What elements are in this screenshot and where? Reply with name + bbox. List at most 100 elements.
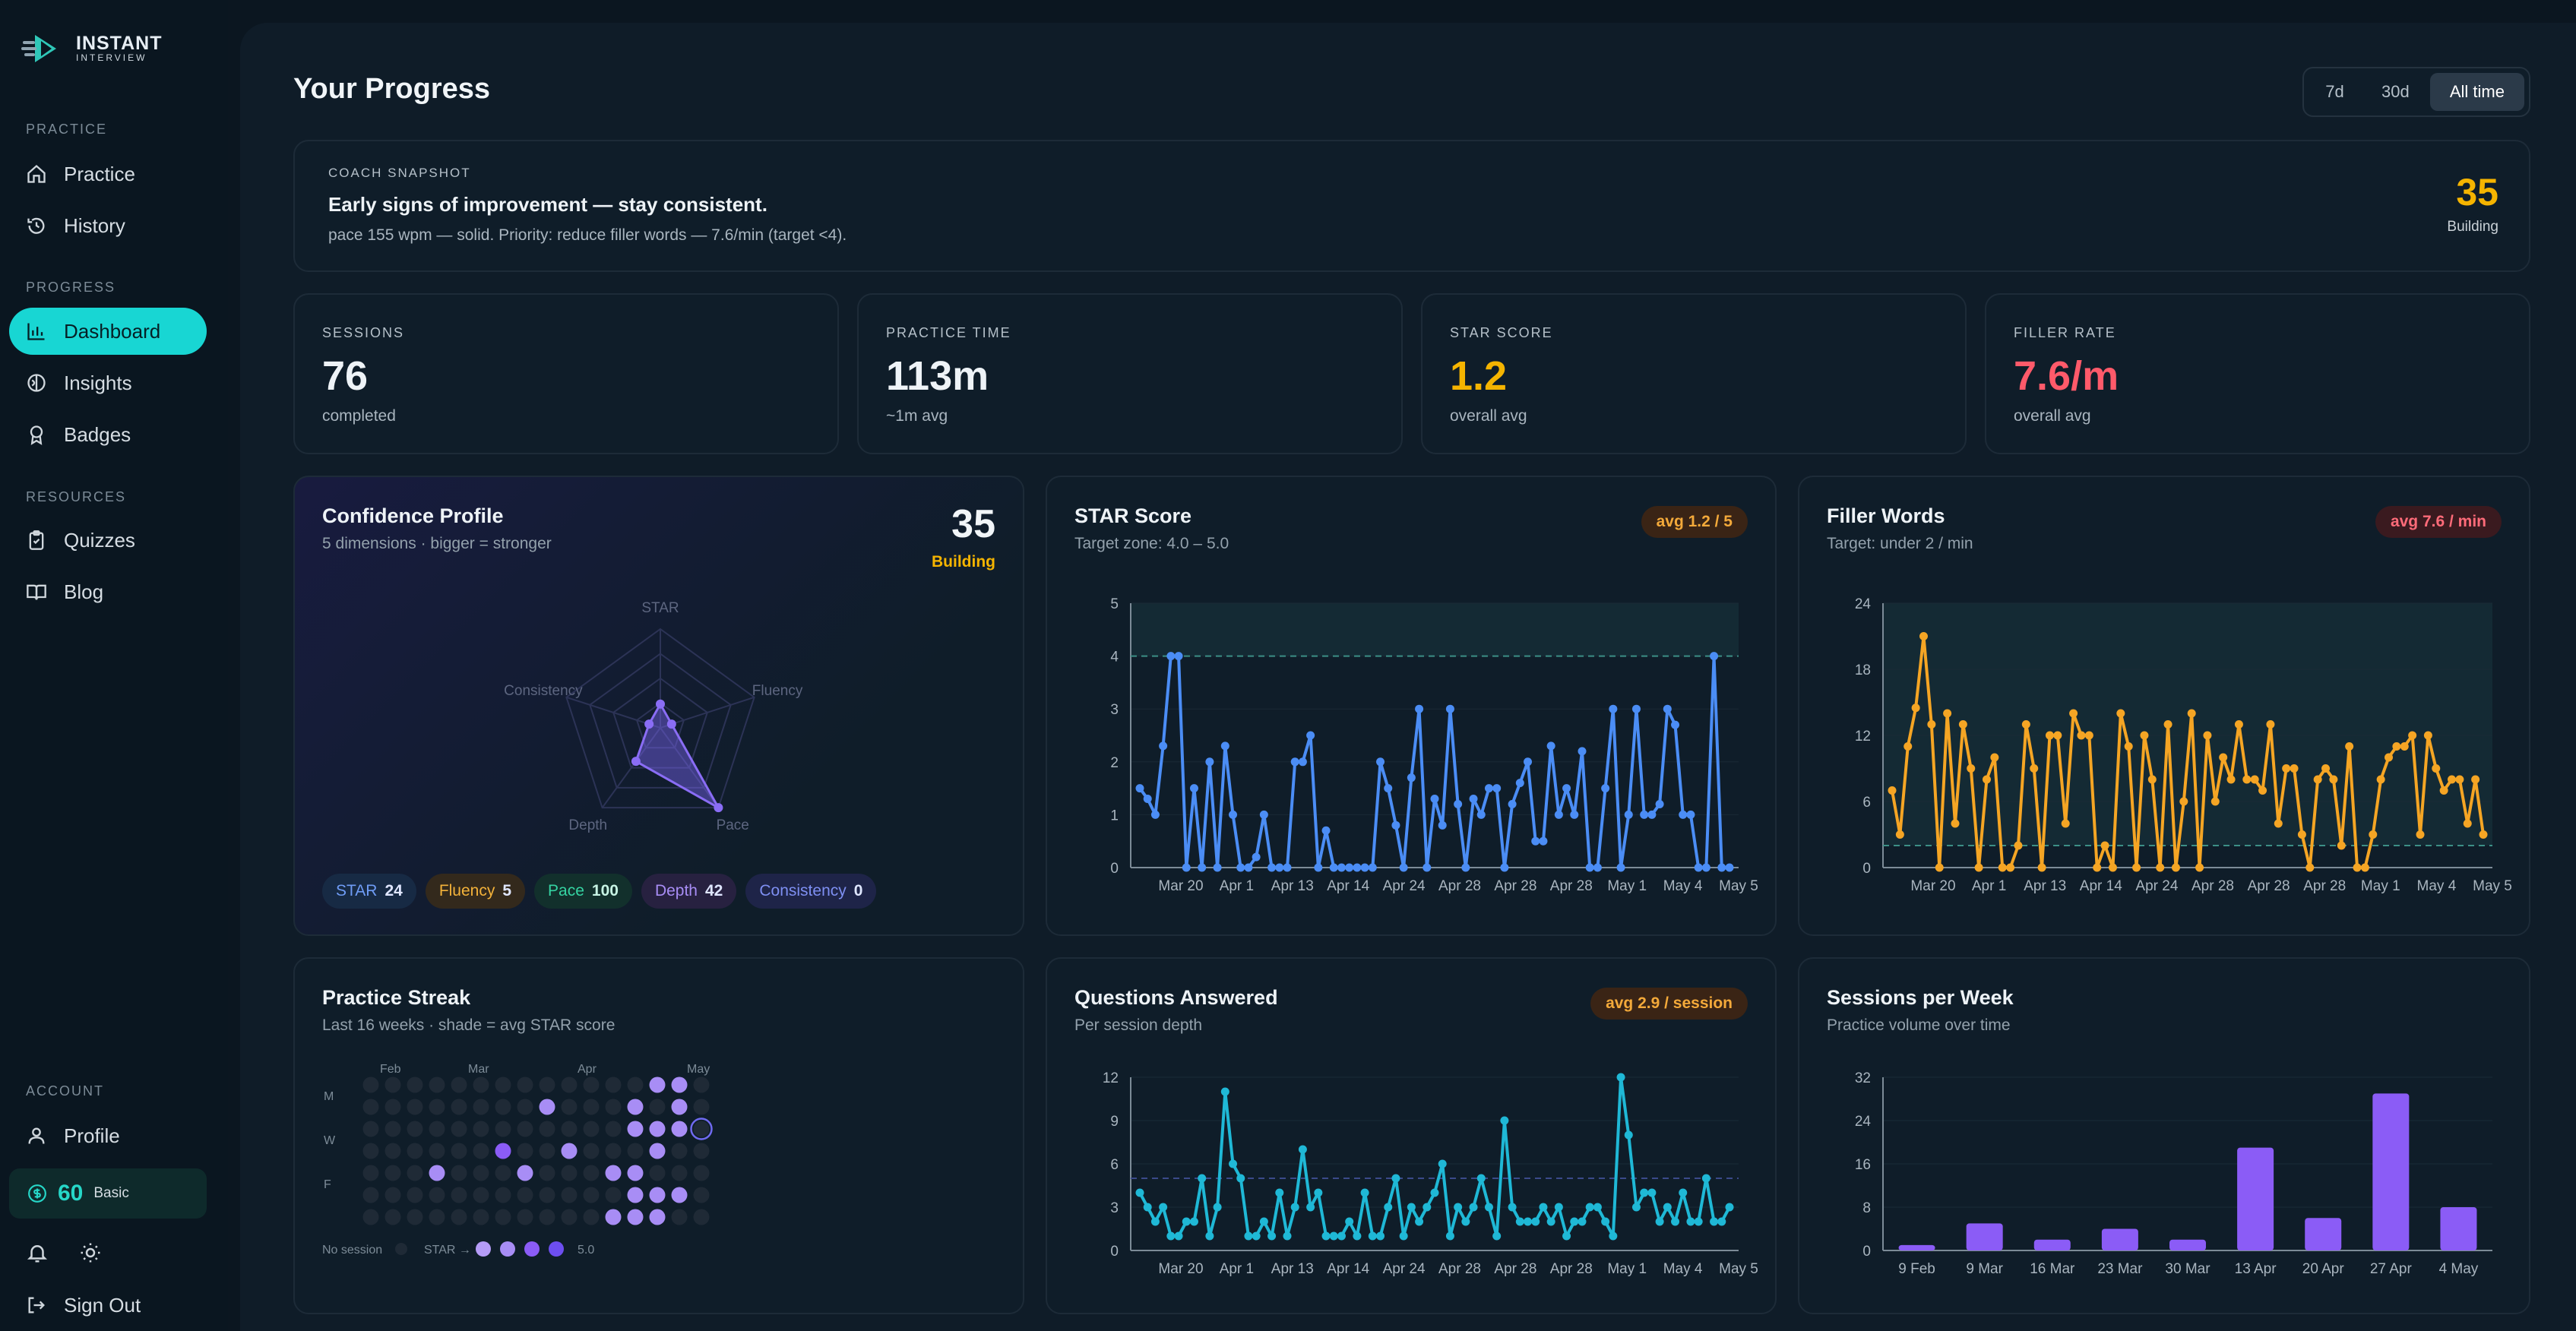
streak-cell: [473, 1187, 489, 1203]
questions-subtitle: Per session depth: [1074, 1016, 1203, 1034]
radar-grid: [589, 653, 732, 789]
sidebar-item-label: Blog: [64, 580, 104, 603]
range-30d[interactable]: 30d: [2381, 82, 2410, 101]
data-point: [1717, 863, 1726, 872]
y-tick-label: 0: [1110, 1244, 1119, 1260]
streak-cell: [605, 1121, 622, 1137]
data-point: [2124, 742, 2133, 751]
sidebar-item-history[interactable]: History: [9, 202, 207, 249]
month-label: May: [687, 1063, 710, 1076]
y-tick-label: 0: [1862, 1244, 1871, 1260]
streak-cell: [451, 1209, 467, 1225]
x-tick-label: 16 Mar: [2030, 1261, 2075, 1277]
data-point: [2274, 819, 2283, 828]
x-tick-label: May 4: [2417, 878, 2457, 894]
x-tick-label: Mar 20: [1158, 878, 1203, 894]
data-point: [1911, 703, 1920, 713]
x-tick-label: Apr 14: [1327, 1261, 1369, 1277]
book-icon: [27, 584, 46, 600]
sidebar-item-label: Practice: [64, 162, 135, 185]
streak-cell: [517, 1209, 533, 1225]
data-point: [1508, 1203, 1517, 1212]
data-point: [1159, 741, 1168, 751]
radar-axis: [660, 696, 755, 729]
sidebar-item-dashboard[interactable]: Dashboard: [9, 308, 207, 355]
credits-badge[interactable]: 60 Basic: [9, 1168, 207, 1219]
data-point: [2140, 731, 2149, 740]
data-point: [1213, 863, 1222, 872]
questions-avg-badge: avg 2.9 / session: [1590, 988, 1748, 1020]
data-point: [2266, 720, 2275, 729]
x-tick-label: Apr 1: [1972, 878, 2006, 894]
data-point: [1384, 784, 1393, 793]
coach-snapshot-card: COACH SNAPSHOT Early signs of improvemen…: [293, 140, 2530, 272]
streak-cell: [385, 1143, 401, 1159]
stat-label: STAR SCORE: [1450, 325, 1553, 340]
sidebar-item-quizzes[interactable]: Quizzes: [9, 517, 207, 564]
brand-logo[interactable]: INSTANT INTERVIEW: [21, 32, 162, 65]
sun-icon[interactable]: [79, 1241, 102, 1264]
streak-cell: [583, 1099, 600, 1115]
streak-cell: [627, 1121, 644, 1137]
sidebar-item-practice[interactable]: Practice: [9, 150, 207, 198]
bell-icon[interactable]: [26, 1241, 49, 1264]
pill-value: 100: [591, 882, 619, 899]
legend-swatch: [476, 1241, 491, 1257]
streak-cell: [451, 1165, 467, 1181]
streak-cell: [429, 1209, 445, 1225]
data-point: [1198, 863, 1207, 872]
x-tick-label: Apr 28: [2303, 878, 2346, 894]
data-point: [2313, 775, 2322, 784]
month-label: Apr: [578, 1063, 597, 1076]
data-point: [1539, 1203, 1548, 1212]
streak-cell: [671, 1076, 688, 1093]
data-point: [2210, 797, 2220, 806]
stat-card: SESSIONS 76 completed: [293, 293, 839, 454]
streak-cell: [517, 1143, 533, 1159]
data-point: [1515, 779, 1524, 788]
pill-name: Pace: [548, 882, 584, 899]
sidebar-item-badges[interactable]: Badges: [9, 411, 207, 458]
streak-cell: [385, 1099, 401, 1115]
data-point: [1640, 810, 1649, 819]
streak-cell: [451, 1099, 467, 1115]
x-tick-label: May 4: [1663, 1261, 1703, 1277]
data-point: [1655, 1217, 1664, 1226]
data-point: [1220, 1087, 1229, 1096]
bar: [2033, 1239, 2071, 1250]
data-point: [1329, 863, 1338, 872]
streak-cell: [693, 1121, 710, 1137]
data-point: [1182, 863, 1191, 872]
data-point: [1415, 704, 1424, 713]
data-point: [1679, 1188, 1688, 1197]
data-point: [1182, 1217, 1191, 1226]
data-point: [2006, 863, 2015, 872]
data-point: [2408, 731, 2417, 740]
data-point: [1337, 863, 1346, 872]
x-tick-label: 4 May: [2439, 1261, 2479, 1277]
data-point: [1686, 810, 1695, 819]
dimension-pill: Depth 42: [641, 874, 737, 909]
radar-point: [714, 803, 723, 813]
pill-name: Fluency: [438, 882, 495, 899]
x-tick-label: Apr 28: [1550, 878, 1593, 894]
range-7d[interactable]: 7d: [2325, 82, 2344, 101]
data-point: [1329, 1231, 1338, 1241]
sidebar-item-signout[interactable]: Sign Out: [9, 1286, 207, 1324]
bar: [1966, 1223, 2003, 1250]
data-point: [1445, 1231, 1454, 1241]
sidebar-item-insights[interactable]: Insights: [9, 359, 207, 406]
data-point: [1159, 1203, 1168, 1212]
sidebar-item-label: Badges: [64, 422, 131, 446]
sidebar-item-blog[interactable]: Blog: [9, 568, 207, 615]
range-all-time[interactable]: All time: [2429, 73, 2524, 111]
stat-label: FILLER RATE: [2014, 325, 2116, 340]
day-label: W: [324, 1134, 336, 1147]
data-point: [1236, 863, 1245, 872]
sidebar-item-profile[interactable]: Profile: [9, 1112, 207, 1159]
data-point: [1229, 810, 1238, 819]
streak-cell: [517, 1076, 533, 1093]
data-point: [1275, 1188, 1284, 1197]
y-tick-label: 24: [1855, 596, 1872, 612]
streak-cell: [429, 1165, 445, 1181]
